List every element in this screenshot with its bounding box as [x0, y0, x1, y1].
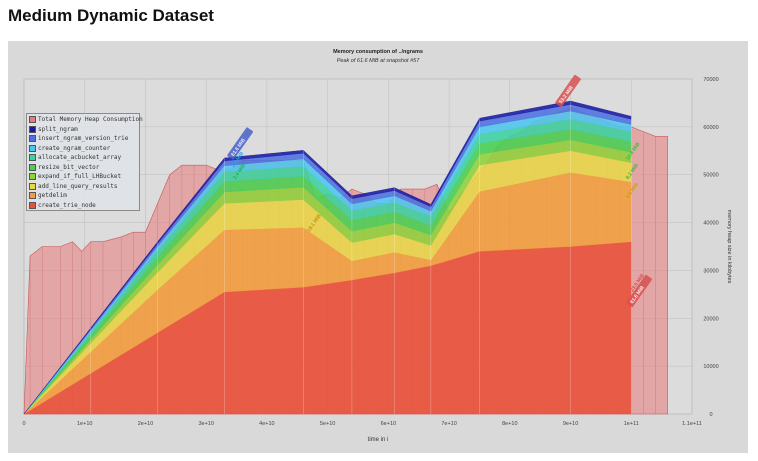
legend-item: split_ngram [29, 125, 137, 135]
x-tick-label: 1.1e+11 [682, 421, 702, 427]
y-tick-label: 50000 [703, 173, 718, 179]
legend-label: Total Memory Heap Consumption [38, 116, 143, 124]
legend-swatch [29, 192, 36, 200]
legend-label: expand_if_full_LHBucket [38, 173, 122, 181]
x-tick-label: 9e+10 [563, 421, 578, 427]
peak-label-total-bg [626, 274, 652, 308]
x-tick-label: 6e+10 [381, 421, 396, 427]
chart-panel: 0 1e+10 2e+10 3e+10 4e+10 5e+10 6e+10 7e+10 8e+1… [8, 41, 748, 453]
legend-swatch [29, 135, 36, 143]
legend-label: allocate_acbucket_array [38, 154, 122, 162]
legend-swatch [29, 125, 36, 133]
legend-item: create_ngram_counter [29, 144, 137, 154]
peak-label-red-bg [555, 74, 581, 108]
legend-label: add_line_query_results [38, 182, 118, 190]
y-axis-label: memory heap size in kilobytes [726, 210, 732, 284]
legend-item: expand_if_full_LHBucket [29, 172, 137, 182]
legend-swatch [29, 173, 36, 181]
x-tick-label: 1e+10 [77, 421, 92, 427]
x-tick-label: 2e+10 [138, 421, 153, 427]
y-tick-label: 60000 [703, 125, 718, 131]
legend-label: getdelim [38, 192, 67, 200]
y-tick-label: 70000 [703, 77, 718, 83]
x-tick-label: 5e+10 [320, 421, 335, 427]
legend-item: allocate_acbucket_array [29, 153, 137, 163]
legend-swatch [29, 163, 36, 171]
legend-swatch [29, 154, 36, 162]
x-tick-label: 8e+10 [502, 421, 517, 427]
legend-label: insert_ngram_version_trie [38, 135, 129, 143]
x-tick-label: 7e+10 [441, 421, 456, 427]
legend-label: create_ngram_counter [38, 144, 111, 152]
x-tick-label: 0 [22, 421, 25, 427]
legend-item: add_line_query_results [29, 182, 137, 192]
legend-swatch [29, 116, 36, 124]
x-tick-label: 3e+10 [198, 421, 213, 427]
legend-item: resize_bit_vector [29, 163, 137, 173]
legend-item: create_trie_node [29, 201, 137, 211]
legend-item: Total Memory Heap Consumption [29, 115, 143, 125]
y-tick-label: 10000 [703, 364, 718, 370]
chart-subtitle: Peak of 61.6 MiB at snapshot #57 [337, 58, 420, 64]
legend-item: insert_ngram_version_trie [29, 134, 137, 144]
legend-swatch [29, 182, 36, 190]
y-tick-label: 20000 [703, 316, 718, 322]
y-tick-label: 0 [709, 412, 712, 418]
series-area-split-ngram [23, 100, 632, 415]
chart-legend: Total Memory Heap Consumption split_ngram… [26, 113, 143, 211]
x-axis-label: time in i [368, 437, 389, 443]
memory-chart: 0 1e+10 2e+10 3e+10 4e+10 5e+10 6e+10 7e+10 8e+1… [22, 49, 732, 443]
legend-swatch [29, 201, 36, 209]
page-title: Medium Dynamic Dataset [8, 6, 214, 25]
y-tick-label: 40000 [703, 221, 718, 227]
x-tick-label: 1e+11 [624, 421, 639, 427]
legend-label: create_trie_node [38, 201, 96, 209]
x-tick-label: 4e+10 [259, 421, 274, 427]
legend-label: split_ngram [38, 125, 78, 133]
chart-title: Memory consumption of ../ngrams [333, 49, 423, 55]
legend-swatch [29, 144, 36, 152]
peak-label-blue-bg [227, 127, 253, 160]
y-tick-label: 30000 [703, 268, 718, 274]
legend-label: resize_bit_vector [38, 163, 100, 171]
legend-item: getdelim [29, 191, 137, 201]
